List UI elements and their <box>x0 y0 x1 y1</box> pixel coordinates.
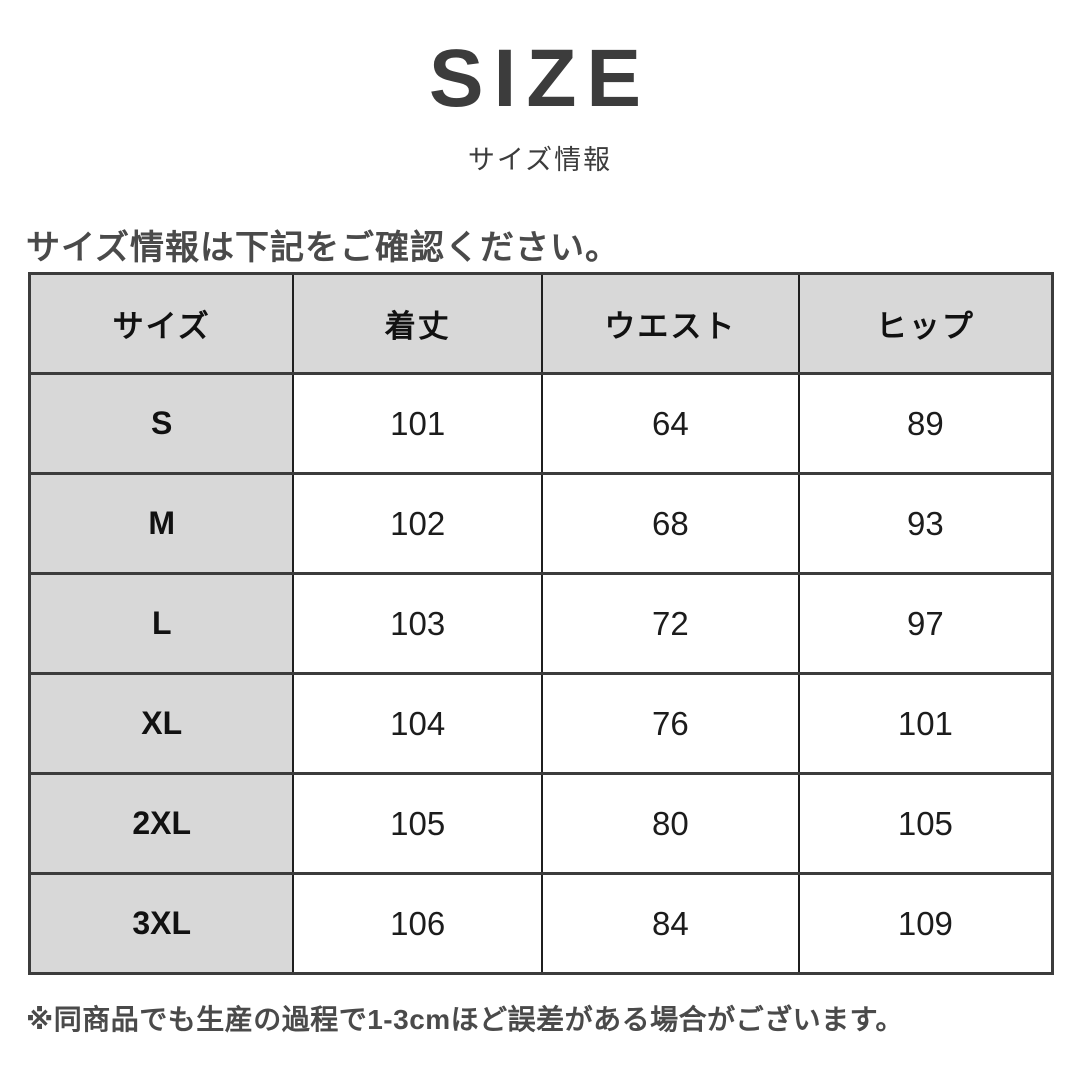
table-row: XL 104 76 101 <box>28 672 1054 775</box>
table-row: S 101 64 89 <box>28 372 1054 475</box>
waist-value-cell: 76 <box>541 672 800 775</box>
size-label-cell: 2XL <box>28 772 295 875</box>
hip-value-cell: 89 <box>797 372 1054 475</box>
waist-value-cell: 68 <box>541 472 800 575</box>
hip-value-cell: 93 <box>797 472 1054 575</box>
footnote: ※同商品でも生産の過程で1-3cmほど誤差がある場合がございます。 <box>26 1004 904 1035</box>
waist-value-cell: 84 <box>541 872 800 975</box>
size-label-cell: XL <box>28 672 295 775</box>
table-row: M 102 68 93 <box>28 472 1054 575</box>
waist-value-cell: 80 <box>541 772 800 875</box>
length-value-cell: 104 <box>292 672 543 775</box>
table-header-row: サイズ 着丈 ウエスト ヒップ <box>28 272 1054 375</box>
page-title: SIZE <box>428 33 652 124</box>
hip-value-cell: 101 <box>797 672 1054 775</box>
length-value-cell: 105 <box>292 772 543 875</box>
length-value-cell: 106 <box>292 872 543 975</box>
length-value-cell: 103 <box>292 572 543 675</box>
section-heading: サイズ情報は下記をご確認ください。 <box>26 229 620 267</box>
size-label-cell: S <box>28 372 295 475</box>
length-value-cell: 102 <box>292 472 543 575</box>
hip-value-cell: 105 <box>797 772 1054 875</box>
waist-value-cell: 64 <box>541 372 800 475</box>
size-table: サイズ 着丈 ウエスト ヒップ S 101 64 89 M 102 68 93 … <box>28 272 1054 975</box>
table-row: 2XL 105 80 105 <box>28 772 1054 875</box>
waist-value-cell: 72 <box>541 572 800 675</box>
length-column-header: 着丈 <box>292 272 543 375</box>
table-row: 3XL 106 84 109 <box>28 872 1054 975</box>
hip-column-header: ヒップ <box>797 272 1054 375</box>
waist-column-header: ウエスト <box>541 272 800 375</box>
hip-value-cell: 109 <box>797 872 1054 975</box>
table-row: L 103 72 97 <box>28 572 1054 675</box>
size-label-cell: 3XL <box>28 872 295 975</box>
page-subtitle: サイズ情報 <box>467 145 613 175</box>
hip-value-cell: 97 <box>797 572 1054 675</box>
size-label-cell: L <box>28 572 295 675</box>
length-value-cell: 101 <box>292 372 543 475</box>
size-column-header: サイズ <box>28 272 295 375</box>
size-label-cell: M <box>28 472 295 575</box>
